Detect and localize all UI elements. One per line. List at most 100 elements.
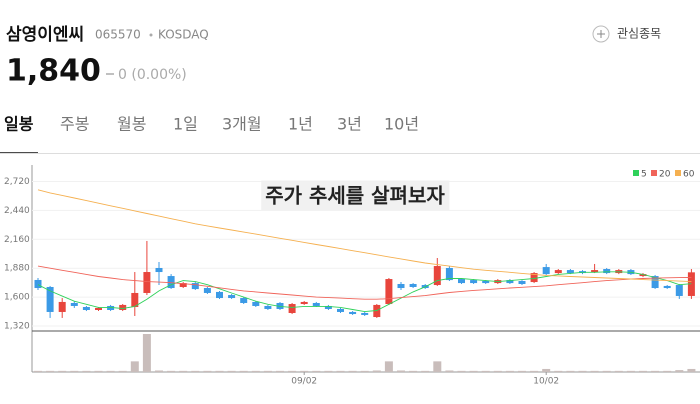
candle-body	[554, 270, 562, 274]
volume-bar	[445, 370, 454, 372]
candle-body	[445, 267, 453, 281]
chart-title: 주가 추세를 살펴보자	[265, 184, 445, 208]
candle-body	[46, 286, 54, 312]
candle-body	[300, 301, 308, 305]
candle-body	[482, 281, 490, 284]
x-tick-label: 09/02	[291, 377, 317, 387]
candle-body	[167, 276, 175, 289]
title-background	[261, 180, 450, 211]
candle-body	[107, 305, 115, 311]
candle-body	[639, 274, 647, 277]
candle-body	[203, 288, 211, 293]
candle-body	[506, 280, 514, 284]
candle-body	[131, 292, 139, 308]
candle-body	[191, 283, 199, 290]
volume-bar	[397, 370, 405, 372]
y-tick-label: 1,600	[4, 293, 30, 303]
candle-body	[566, 270, 574, 274]
volume-bar	[663, 370, 672, 372]
volume-bar	[58, 370, 67, 372]
volume-bar	[239, 370, 248, 372]
legend-label: 20	[659, 170, 671, 180]
volume-bar	[530, 370, 539, 372]
candle-body	[530, 273, 538, 283]
candle-body	[675, 285, 683, 296]
price-change: 0 (0.00%)	[118, 67, 187, 83]
period-tab[interactable]: 주봉	[60, 115, 89, 134]
candle-body	[651, 276, 659, 289]
candle-body	[373, 304, 381, 318]
volume-bar	[360, 370, 369, 372]
watch-label[interactable]: 관심종목	[617, 27, 661, 41]
candle-body	[240, 298, 248, 303]
candle-body	[603, 269, 611, 274]
candle-body	[58, 301, 66, 312]
period-tab[interactable]: 1년	[288, 115, 313, 134]
candle-body	[433, 266, 441, 286]
volume-bar	[276, 370, 284, 372]
period-tab[interactable]: 3년	[337, 115, 362, 134]
volume-bar	[493, 370, 502, 372]
volume-bar	[94, 370, 103, 372]
volume-bar	[590, 370, 599, 372]
volume-bar	[626, 370, 635, 372]
y-tick-label: 2,440	[4, 206, 30, 216]
period-tab[interactable]: 10년	[384, 115, 419, 134]
volume-bar	[288, 370, 297, 372]
period-tab[interactable]: 일봉	[4, 115, 34, 134]
legend-swatch	[633, 170, 639, 176]
candle-body	[591, 270, 599, 273]
volume-bar	[82, 370, 91, 372]
period-tab[interactable]: 월봉	[117, 115, 146, 134]
volume-bar	[179, 370, 188, 372]
volume-bar	[70, 370, 79, 372]
volume-bar	[687, 368, 696, 372]
volume-bar	[421, 370, 430, 372]
candle-body	[70, 302, 78, 306]
y-tick-label: 2,720	[4, 177, 30, 187]
volume-bar	[384, 361, 393, 372]
candle-body	[361, 312, 369, 315]
volume-bar	[457, 370, 466, 372]
candle-body	[397, 283, 405, 289]
candle-body	[143, 272, 151, 293]
candle-body	[264, 305, 272, 309]
volume-bar	[203, 370, 212, 372]
plus-circle[interactable]	[592, 25, 610, 43]
candle-body	[252, 301, 260, 306]
period-tab[interactable]: 3개월	[222, 115, 262, 134]
volume-bar	[300, 370, 309, 372]
candlestick-chart: 1,320 1,600 1,880 2,160 2,440 2,720 09/02 10/02…	[0, 153, 700, 387]
x-tick-label: 10/02	[533, 377, 559, 387]
candle-body	[470, 280, 478, 284]
stock-name: 삼영이엔씨	[6, 25, 84, 45]
candle-body	[518, 281, 526, 284]
volume-bar	[336, 370, 345, 372]
price: 1,840	[6, 54, 101, 89]
volume-bar	[578, 370, 587, 372]
volume-bar	[118, 370, 127, 372]
watch-button[interactable]: 관심종목	[592, 25, 661, 43]
period-tabs: 일봉 주봉 월봉 1일 3개월 1년 3년 10년	[4, 115, 419, 134]
volume-bar	[542, 368, 551, 372]
candle-body	[385, 279, 393, 305]
volume-bar	[372, 370, 381, 372]
candle-body	[542, 267, 550, 275]
volume-bar	[675, 370, 684, 372]
candle-body	[82, 307, 90, 311]
volume-bar	[142, 334, 151, 372]
legend-label: 60	[683, 170, 695, 180]
volume-bar	[191, 370, 200, 372]
separator-dot	[149, 33, 153, 37]
candle-body	[663, 285, 671, 289]
volume-bar	[46, 370, 55, 372]
volume-bar	[614, 370, 623, 372]
period-tab[interactable]: 1일	[173, 115, 198, 134]
legend-swatch	[651, 170, 657, 176]
y-tick-label: 2,160	[4, 235, 30, 245]
volume-bar	[518, 370, 526, 372]
volume-bar	[312, 370, 321, 372]
legend-swatch	[675, 170, 681, 176]
